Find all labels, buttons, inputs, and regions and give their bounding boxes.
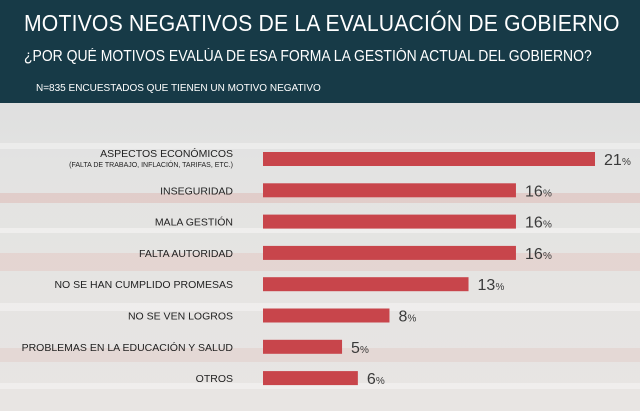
chart-subtitle: ¿POR QUÉ MOTIVOS EVALÚA DE ESA FORMA LA … — [24, 48, 592, 65]
value-label: 21 — [604, 152, 622, 169]
percent-sign: % — [360, 345, 369, 356]
category-label: PROBLEMAS EN LA EDUCACIÓN Y SALUD — [22, 341, 234, 354]
bar — [263, 371, 358, 386]
percent-sign: % — [543, 220, 552, 231]
bar — [263, 245, 516, 260]
value-label: 13 — [478, 277, 496, 294]
header-banner: MOTIVOS NEGATIVOS DE LA EVALUACIÓN DE GO… — [0, 0, 640, 103]
percent-sign: % — [376, 376, 385, 387]
value-label: 16 — [525, 246, 543, 263]
bar — [263, 183, 516, 198]
value-label: 16 — [525, 215, 543, 232]
bar — [263, 214, 516, 229]
value-label: 5 — [351, 340, 360, 357]
category-note: (FALTA DE TRABAJO, INFLACIÓN, TARIFAS, E… — [69, 160, 233, 169]
category-label: MALA GESTIÓN — [155, 216, 233, 229]
category-label: NO SE HAN CUMPLIDO PROMESAS — [54, 279, 233, 291]
category-label: NO SE VEN LOGROS — [128, 311, 233, 323]
percent-sign: % — [407, 314, 416, 325]
value-label: 6 — [367, 371, 376, 388]
bar — [263, 308, 390, 323]
category-label: OTROS — [196, 373, 233, 385]
category-label: INSEGURIDAD — [160, 185, 233, 197]
percent-sign: % — [543, 188, 552, 199]
category-label: FALTA AUTORIDAD — [139, 248, 233, 260]
percent-sign: % — [622, 157, 631, 168]
percent-sign: % — [543, 251, 552, 262]
percent-sign: % — [496, 282, 505, 293]
chart-title: MOTIVOS NEGATIVOS DE LA EVALUACIÓN DE GO… — [24, 10, 620, 36]
value-label: 16 — [525, 183, 543, 200]
bar — [263, 339, 343, 354]
bar — [263, 277, 469, 292]
bar — [263, 152, 595, 166]
sample-note: N=835 ENCUESTADOS QUE TIENEN UN MOTIVO N… — [36, 83, 321, 94]
category-label: ASPECTOS ECONÓMICOS — [100, 147, 233, 160]
value-label: 8 — [398, 309, 407, 326]
